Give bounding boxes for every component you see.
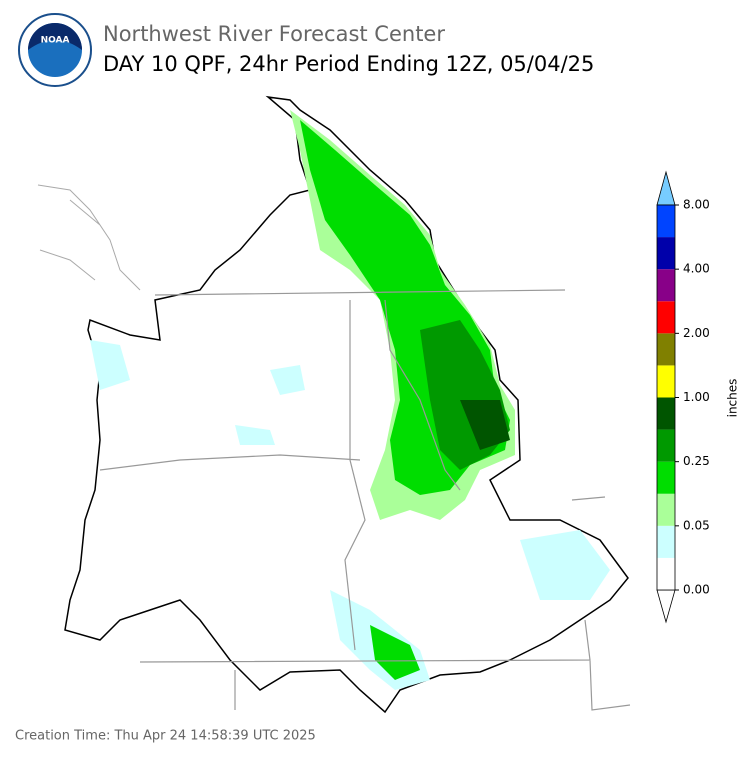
colorbar-segment [657, 493, 675, 526]
colorbar-segment [657, 365, 675, 398]
colorbar-tick-label: 1.00 [683, 390, 710, 404]
creation-time: Creation Time: Thu Apr 24 14:58:39 UTC 2… [15, 729, 316, 744]
title: Northwest River Forecast Center [103, 22, 445, 46]
map [37, 95, 631, 714]
colorbar-segment [657, 429, 675, 462]
colorbar-segment [657, 525, 675, 558]
logo-text: NOAA [41, 36, 70, 46]
colorbar-segment [657, 269, 675, 302]
colorbar-segment [657, 301, 675, 334]
colorbar-segment [657, 333, 675, 366]
colorbar-segment [657, 461, 675, 494]
colorbar-tick-label: 4.00 [683, 262, 710, 276]
colorbar-segment [657, 205, 675, 238]
subtitle: DAY 10 QPF, 24hr Period Ending 12Z, 05/0… [103, 52, 594, 76]
colorbar-extend-bottom [656, 589, 676, 624]
colorbar-tick-label: 2.00 [683, 326, 710, 340]
colorbar-segment [657, 237, 675, 270]
colorbar-segment [657, 397, 675, 430]
colorbar-tick-label: 0.25 [683, 454, 710, 468]
colorbar-extend-top [656, 170, 676, 206]
colorbar: 0.00 0.05 0.25 1.00 2.00 4.00 8.00 [656, 170, 710, 624]
colorbar-tick-label: 0.00 [683, 583, 710, 597]
noaa-logo: NOAA [18, 13, 92, 87]
colorbar-segment [657, 557, 675, 590]
colorbar-label: inches [726, 379, 740, 418]
colorbar-tick-label: 0.05 [683, 518, 710, 532]
colorbar-tick-label: 8.00 [683, 198, 710, 212]
